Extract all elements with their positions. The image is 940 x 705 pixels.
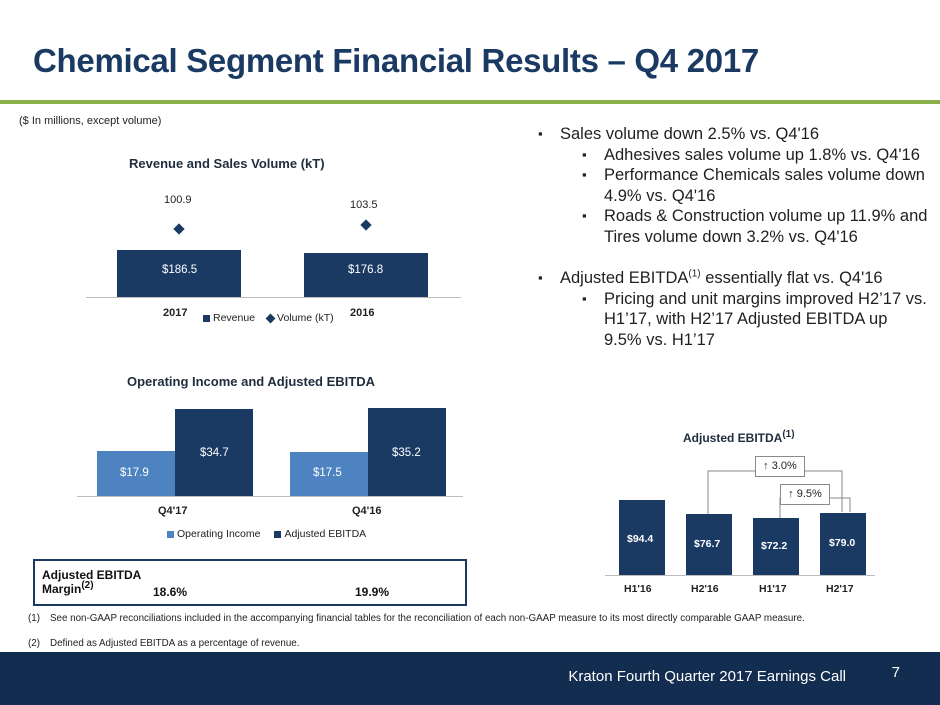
operating-income-bar-q417 <box>97 451 175 496</box>
revenue-axis <box>86 297 461 298</box>
ebitda-chart-title-sup: (1) <box>782 429 795 440</box>
opinc-legend-swatch <box>167 530 174 538</box>
page-title: Chemical Segment Financial Results – Q4 … <box>33 42 759 79</box>
growth-badge-9pct: ↑ 9.5% <box>780 484 830 505</box>
margin-label-line2: Margin <box>42 582 82 596</box>
opinc-label-q416: $17.5 <box>313 467 342 479</box>
ebitda-legend-label: Adjusted EBITDA <box>284 528 367 540</box>
margin-value-q417: 18.6% <box>153 585 188 599</box>
revenue-legend-swatch <box>203 314 210 322</box>
ebitda-bar-h216 <box>686 514 732 575</box>
ebitda-legend-swatch <box>274 530 282 538</box>
revenue-legend: Revenue Volume (kT) <box>203 312 334 324</box>
bullet-performance-chemicals: Performance Chemicals sales volume down … <box>538 165 928 206</box>
bullet-adhesives: Adhesives sales volume up 1.8% vs. Q4'16 <box>538 145 928 166</box>
bullet-adjusted-ebitda: Adjusted EBITDA(1) essentially flat vs. … <box>538 268 928 289</box>
page-number: 7 <box>891 664 900 681</box>
ebitda-chart-title: Adjusted EBITDA(1) <box>683 429 795 446</box>
bullet-ebitda-pre: Adjusted EBITDA <box>560 269 689 287</box>
volume-legend-marker <box>265 313 276 323</box>
opinc-cat-q416: Q4'16 <box>352 505 382 517</box>
opinc-chart-title: Operating Income and Adjusted EBITDA <box>127 374 375 389</box>
margin-value-q416: 19.9% <box>355 585 390 599</box>
revenue-legend-label: Revenue <box>213 312 256 324</box>
revenue-bar-2017 <box>117 250 241 297</box>
revenue-bar-2016 <box>304 252 428 297</box>
volume-point-2016 <box>360 219 372 231</box>
bullet-pricing-margins: Pricing and unit margins improved H2’17 … <box>538 289 928 351</box>
footnote-2: (2) Defined as Adjusted EBITDA as a perce… <box>28 638 299 650</box>
volume-label-2016: 103.5 <box>350 199 378 211</box>
ebitda-bar-h217 <box>820 512 866 575</box>
ebitda-label-q417: $34.7 <box>200 447 229 459</box>
ebitda-label-h217: $79.0 <box>829 537 856 549</box>
volume-label-2017: 100.9 <box>164 194 192 206</box>
bullet-roads-tires: Roads & Construction volume up 11.9% and… <box>538 206 928 247</box>
opinc-axis <box>77 496 463 497</box>
revenue-cat-2017: 2017 <box>163 307 188 319</box>
ebitda-margin-box: Adjusted EBITDA Margin(2) 18.6% 19.9% <box>33 559 467 606</box>
ebitda-label-h117: $72.2 <box>761 540 788 552</box>
footer-bar: Kraton Fourth Quarter 2017 Earnings Call… <box>0 652 940 705</box>
ebitda-cat-h116: H1'16 <box>624 583 652 595</box>
bullet-sales-volume: Sales volume down 2.5% vs. Q4'16 <box>538 124 928 145</box>
opinc-cat-q417: Q4'17 <box>158 505 188 517</box>
footnote-1-num: (1) <box>28 613 40 624</box>
footnote-1-text: See non-GAAP reconciliations included in… <box>50 613 805 624</box>
key-points: Sales volume down 2.5% vs. Q4'16 Adhesiv… <box>538 124 928 350</box>
volume-point-2017 <box>173 223 185 235</box>
volume-legend-label: Volume (kT) <box>277 312 334 324</box>
units-note: ($ In millions, except volume) <box>19 115 162 127</box>
opinc-label-q417: $17.9 <box>120 467 149 479</box>
ebitda-chart-title-text: Adjusted EBITDA <box>683 431 783 445</box>
adjusted-ebitda-bar-q417 <box>175 409 253 496</box>
footnote-2-num: (2) <box>28 638 40 649</box>
footnote-2-text: Defined as Adjusted EBITDA as a percenta… <box>50 638 300 649</box>
footnote-1: (1) See non-GAAP reconciliations included… <box>28 613 898 625</box>
ebitda-cat-h216: H2'16 <box>691 583 719 595</box>
title-divider <box>0 100 940 104</box>
adjusted-ebitda-bar-q416 <box>368 408 446 496</box>
ebitda-margin-label: Adjusted EBITDA Margin(2) <box>42 568 141 596</box>
revenue-label-2016: $176.8 <box>348 264 384 276</box>
revenue-label-2017: $186.5 <box>162 264 198 276</box>
margin-label-line1: Adjusted EBITDA <box>42 568 142 582</box>
opinc-legend: Operating Income Adjusted EBITDA <box>167 528 366 540</box>
ebitda-label-h216: $76.7 <box>694 538 721 550</box>
opinc-legend-label: Operating Income <box>177 528 261 540</box>
ebitda-cat-h217: H2'17 <box>826 583 854 595</box>
bullet-ebitda-sup: (1) <box>688 268 701 280</box>
ebitda-cat-h117: H1'17 <box>759 583 787 595</box>
margin-label-sup: (2) <box>81 580 94 591</box>
bullet-ebitda-post: essentially flat vs. Q4'16 <box>700 269 883 287</box>
ebitda-bar-h117 <box>753 517 799 575</box>
operating-income-bar-q416 <box>290 452 368 496</box>
footer-event-title: Kraton Fourth Quarter 2017 Earnings Call <box>568 668 846 685</box>
growth-badge-3pct: ↑ 3.0% <box>755 456 805 477</box>
revenue-cat-2016: 2016 <box>350 307 375 319</box>
revenue-chart-title: Revenue and Sales Volume (kT) <box>129 156 325 171</box>
ebitda-axis <box>605 575 875 576</box>
ebitda-label-h116: $94.4 <box>627 533 654 545</box>
ebitda-label-q416: $35.2 <box>392 447 421 459</box>
ebitda-bar-h116 <box>619 500 665 575</box>
